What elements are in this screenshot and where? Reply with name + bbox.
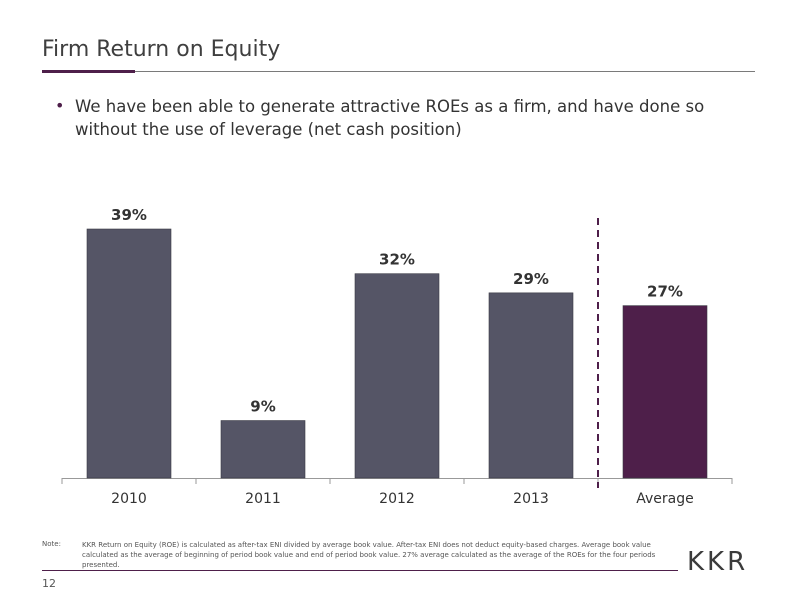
bullet-icon: •: [55, 96, 65, 115]
x-tick-label-2012: 2012: [379, 491, 415, 507]
x-tick-label-2011: 2011: [245, 491, 281, 507]
x-tick-label-2010: 2010: [111, 491, 147, 507]
title-underline: [42, 71, 755, 72]
kkr-logo: KKR: [687, 547, 749, 577]
title-underline-accent: [42, 70, 135, 73]
bullet-text: We have been able to generate attractive…: [75, 97, 705, 139]
data-label-2010: 39%: [111, 206, 147, 224]
slide-title: Firm Return on Equity: [42, 37, 281, 62]
note-text: KKR Return on Equity (ROE) is calculated…: [82, 541, 656, 569]
bar-2011: [220, 420, 306, 479]
data-label-2012: 32%: [379, 251, 415, 269]
bar-2010: [86, 228, 172, 479]
x-tick-label-2013: 2013: [513, 491, 549, 507]
footer-rule: [42, 570, 678, 571]
data-label-average: 27%: [647, 283, 683, 301]
note-label: Note:: [42, 540, 61, 548]
bar-2012: [354, 273, 440, 479]
x-tick-label-average: Average: [636, 491, 694, 507]
page-number: 12: [42, 577, 56, 590]
bar-average: [622, 305, 708, 479]
data-label-2013: 29%: [513, 270, 549, 288]
data-label-2011: 9%: [250, 398, 275, 416]
bar-2013: [488, 292, 574, 479]
